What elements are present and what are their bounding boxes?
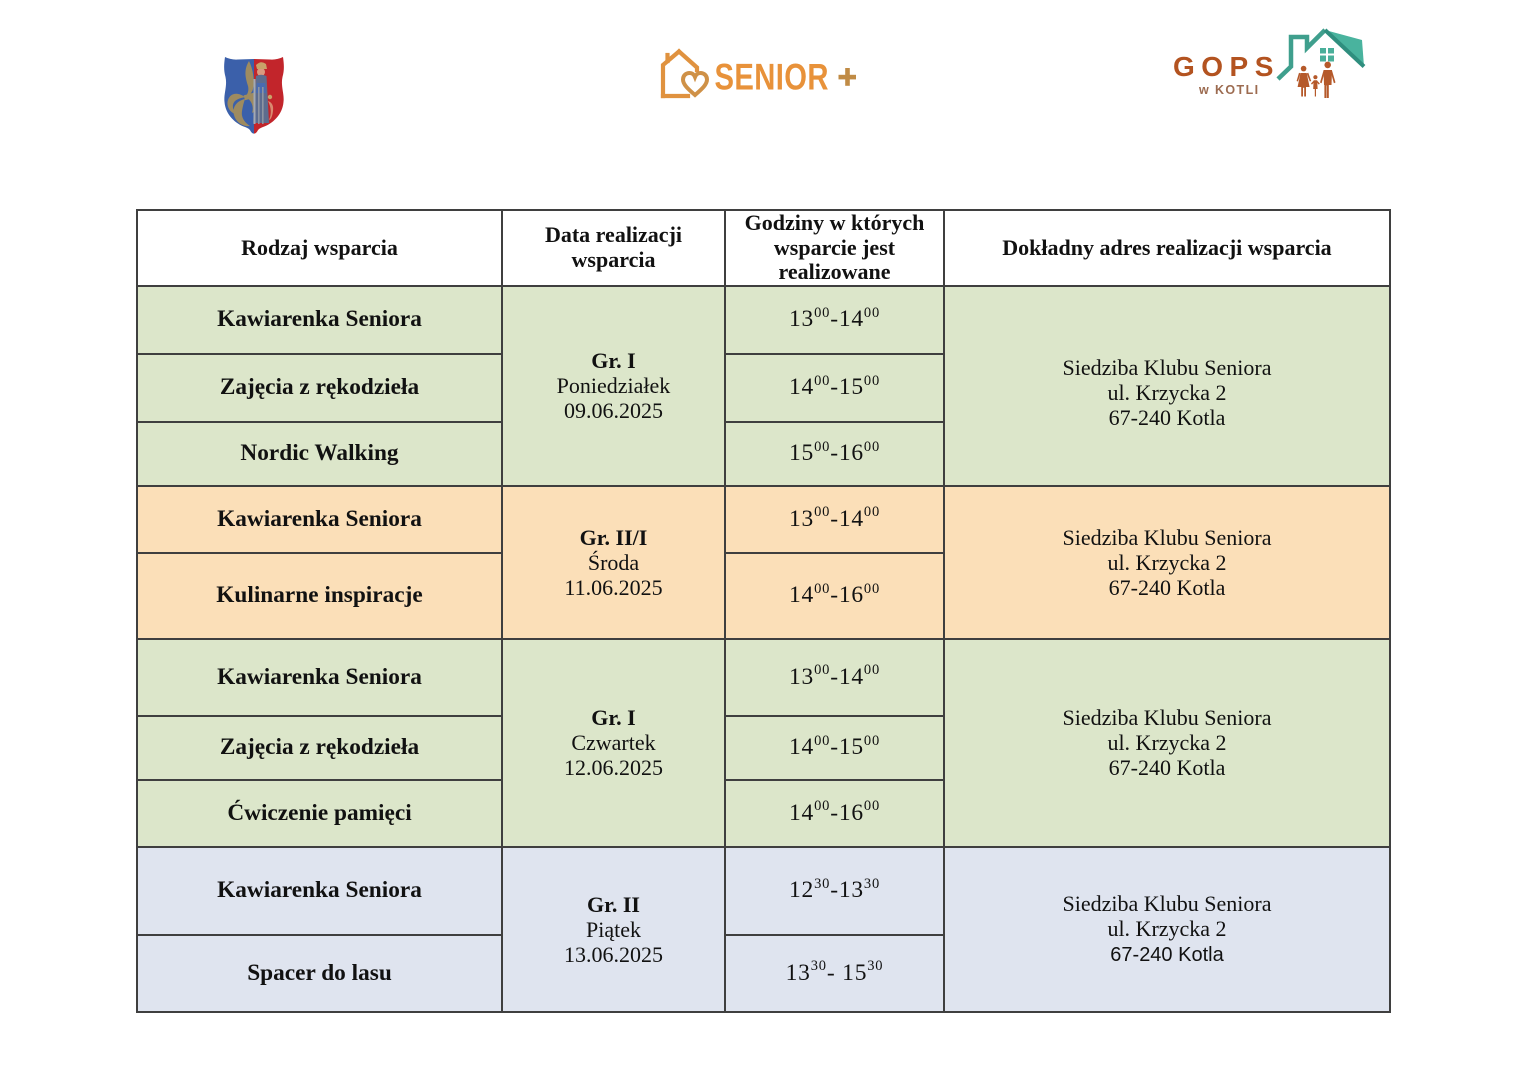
svg-text:GOPS: GOPS xyxy=(1173,51,1280,82)
svg-text:w KOTLI: w KOTLI xyxy=(1198,83,1260,97)
svg-text:SENIOR: SENIOR xyxy=(715,57,829,98)
